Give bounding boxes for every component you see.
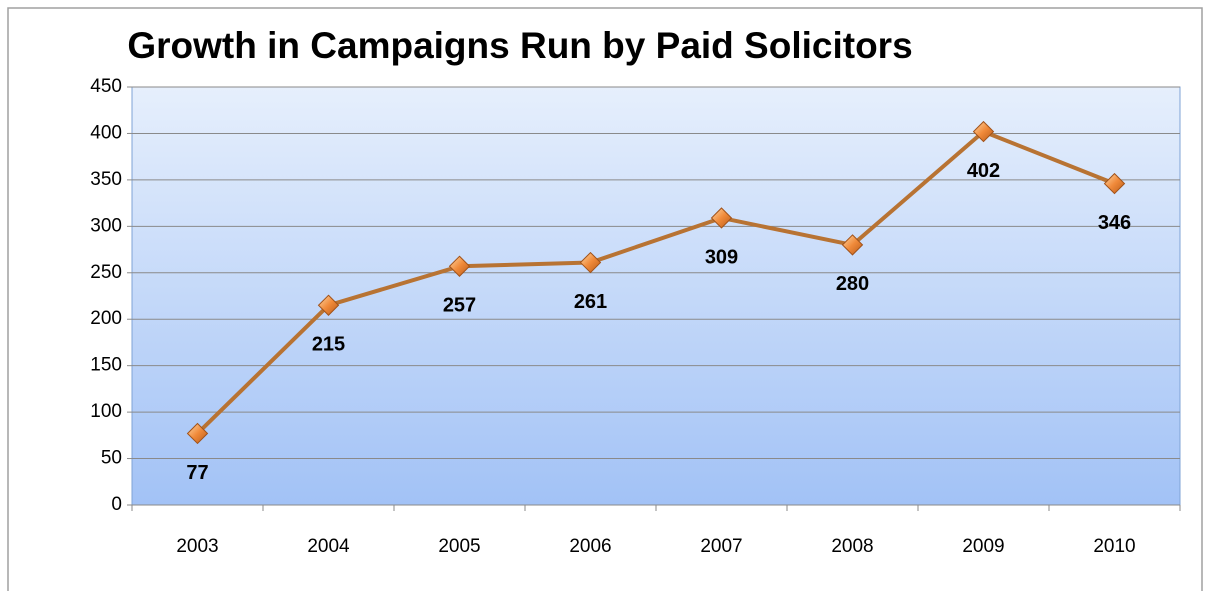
chart-border (7, 7, 1203, 591)
y-tick-label: 400 (90, 122, 122, 143)
marker (841, 234, 864, 256)
x-tick-label: 2010 (1093, 536, 1135, 557)
x-tick-label: 2006 (569, 536, 611, 557)
y-tick-label: 350 (90, 169, 122, 190)
y-tick-label: 250 (90, 262, 122, 283)
data-label: 346 (1098, 212, 1131, 234)
marker (1103, 172, 1126, 195)
x-tick-label: 2008 (831, 536, 873, 557)
x-tick-label: 2005 (438, 536, 480, 557)
x-tick-label: 2007 (700, 536, 742, 557)
y-tick-label: 300 (90, 215, 122, 236)
y-tick-label: 450 (90, 76, 122, 97)
marker (972, 120, 995, 143)
data-label: 215 (312, 334, 345, 356)
plot-area (131, 86, 1181, 506)
data-label: 402 (967, 160, 1000, 182)
x-tick-label: 2003 (176, 536, 218, 557)
data-label: 77 (186, 462, 208, 484)
marker (448, 255, 471, 277)
data-label: 261 (574, 291, 607, 313)
data-label: 280 (836, 273, 869, 295)
marker (317, 294, 340, 316)
y-tick-label: 100 (90, 401, 122, 422)
marker (186, 422, 209, 445)
y-tick-label: 200 (90, 308, 122, 329)
data-label: 309 (705, 246, 738, 268)
y-tick-label: 50 (101, 448, 122, 469)
marker (710, 207, 733, 229)
x-tick-label: 2009 (962, 536, 1004, 557)
y-tick-label: 150 (90, 355, 122, 376)
y-tick-label: 0 (111, 494, 122, 515)
marker (579, 251, 602, 274)
x-tick-label: 2004 (307, 536, 350, 557)
data-label: 257 (443, 295, 476, 317)
line (196, 129, 1116, 435)
chart-title: Growth in Campaigns Run by Paid Solicito… (127, 25, 912, 66)
